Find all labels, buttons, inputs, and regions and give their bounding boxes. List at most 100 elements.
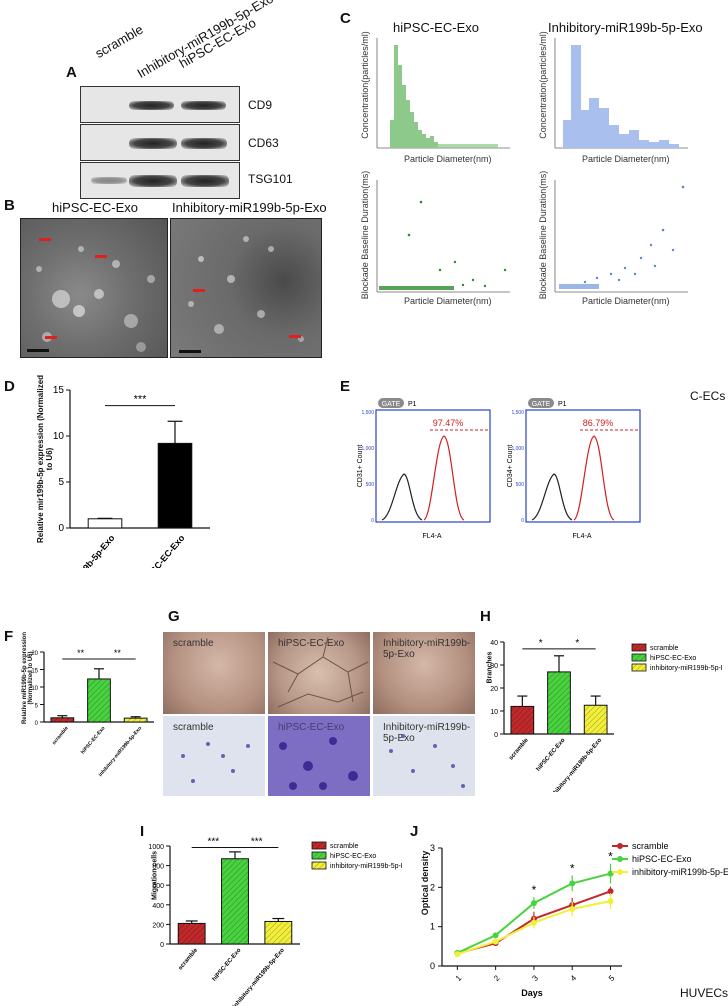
hist-xlabel-right: Particle Diameter(nm) (582, 154, 670, 164)
scatter-ylabel-left: Blockade Baseline Duration(ms) (360, 170, 370, 300)
legend-marker (617, 856, 623, 862)
gate-percent: 97.47% (433, 418, 464, 428)
panel-i-label: I (140, 823, 145, 840)
scatter-ylabel-right: Blockade Baseline Duration(ms) (538, 170, 548, 300)
blot-cd9 (80, 86, 240, 123)
bar-hatch (584, 705, 608, 734)
bar-hatch (221, 858, 249, 944)
band (181, 175, 229, 187)
panel-b-label: B (4, 197, 15, 214)
blot-label-tsg101: TSG101 (248, 172, 293, 186)
blot-cd63 (80, 124, 240, 161)
legend-swatch-hatch (312, 852, 326, 859)
y-tick-label: 30 (490, 663, 498, 670)
blot-label-cd9: CD9 (248, 98, 273, 112)
x-axis-label: FL4-A (572, 533, 591, 540)
y-tick-label: 0 (371, 518, 374, 524)
data-point (530, 900, 537, 907)
y-tick-label: 40 (490, 640, 498, 647)
em-title-hipsc: hiPSC-EC-Exo (52, 200, 138, 215)
j-footer: HUVECs (680, 986, 728, 1000)
panel-c-label: C (340, 10, 351, 27)
em-texture (179, 236, 304, 353)
isotype-curve (381, 473, 423, 521)
legend-label: scramble (650, 645, 679, 652)
data-point (607, 898, 614, 905)
data-point (530, 919, 537, 926)
cell-dots (389, 734, 465, 788)
band (129, 101, 174, 110)
data-point (492, 938, 499, 945)
legend-swatch-hatch (632, 654, 646, 661)
y-tick-label: 0 (430, 961, 435, 971)
bar-hatch (510, 706, 534, 734)
chart-d: 0 5 10 15 inhibitory-miR199b-5p-Exo hiPSC-EC-… (40, 385, 210, 568)
panel-a-label: A (66, 64, 77, 81)
chart-j: 0 1 2 3 1 2 3 4 5 Days scramble hiPSC-EC-Exo inhibit… (430, 841, 728, 998)
y-tick-label: 0 (58, 523, 64, 534)
gate-text: GATE (532, 401, 551, 408)
gate-percent: 86.79% (583, 418, 614, 428)
data-point (492, 932, 499, 939)
bar (87, 518, 123, 529)
y-tick-label: 20 (490, 686, 498, 693)
cell-dots (181, 742, 250, 783)
hist-inhibitory (554, 38, 688, 149)
bar-hatch (178, 923, 206, 944)
y-tick-label: 2 (430, 882, 435, 892)
sig-label: ** (114, 648, 122, 658)
sig-label: * (575, 638, 579, 649)
migration-image-scramble: scramble (163, 716, 265, 796)
blot-tsg101 (80, 162, 240, 199)
hist-hipsc (376, 38, 510, 149)
scatter-xlabel-right: Particle Diameter(nm) (582, 296, 670, 306)
scatter-inhibitory (554, 180, 688, 293)
y-tick-label: 0 (160, 942, 164, 949)
category-label: scramble (508, 737, 530, 762)
y-tick-label: 10 (490, 709, 498, 716)
y-axis-label: CD34+ Count (507, 445, 514, 488)
y-tick-label: 1,500 (361, 410, 374, 416)
category-label: inhibitory-miR199b-5p-Exo (232, 947, 286, 1006)
nta-panels (376, 38, 688, 293)
panel-j-label: J (410, 823, 419, 840)
migration-image-hipsc: hiPSC-EC-Exo (268, 716, 370, 796)
positive-curve (423, 435, 465, 521)
panel-d-label: D (4, 378, 15, 395)
band (91, 177, 127, 184)
panel-e-label: E (340, 378, 351, 395)
x-tick-label: 5 (607, 973, 617, 983)
category-label: inhibitory-miR199b-5p-Exo (98, 725, 143, 778)
sig-label: * (608, 850, 613, 864)
legend-label: inhibitory-miR199b-5p-Exo (330, 863, 402, 870)
bar-hatch (50, 717, 74, 722)
isotype-curve (531, 473, 573, 521)
legend-swatch-hatch (632, 664, 646, 671)
panel-g-label: G (168, 608, 180, 625)
y-tick-label: 0 (494, 732, 498, 739)
legend-swatch-hatch (312, 862, 326, 869)
hist-ylabel-left: Concentration(particles/ml) (360, 31, 370, 139)
y-tick-label: 5 (58, 477, 64, 488)
chart-f: 0 5 10 15 20 scramble hiPSC-EC-Exoinhibitory-m… (31, 648, 154, 778)
tube-image-scramble: scramble (163, 632, 265, 714)
category-label: hiPSC-EC-Exo (212, 947, 243, 983)
y-tick-label: 1,500 (511, 410, 524, 416)
legend-label: hiPSC-EC-Exo (650, 655, 696, 662)
y-tick-label: 500 (516, 482, 525, 488)
nta-title-hipsc: hiPSC-EC-Exo (393, 20, 479, 35)
y-axis-label: CD31+ Count (357, 445, 364, 488)
data-point (607, 888, 614, 895)
legend-swatch-hatch (312, 842, 326, 849)
e-side-text: C-ECs (690, 389, 726, 403)
y-tick-label: 600 (152, 883, 164, 890)
hist-xlabel-left: Particle Diameter(nm) (404, 154, 492, 164)
gate-name: P1 (558, 401, 567, 408)
sig-label: ** (77, 648, 85, 658)
x-tick-label: 4 (569, 973, 579, 983)
y-tick-label: 15 (31, 669, 38, 675)
migration-image-inhibitory: Inhibitory-miR199b-5p-Exo (373, 716, 475, 796)
sig-label: *** (134, 394, 148, 406)
legend-label: inhibitory-miR199b-5p-Exo (632, 867, 728, 877)
y-tick-label: 0 (35, 721, 39, 727)
